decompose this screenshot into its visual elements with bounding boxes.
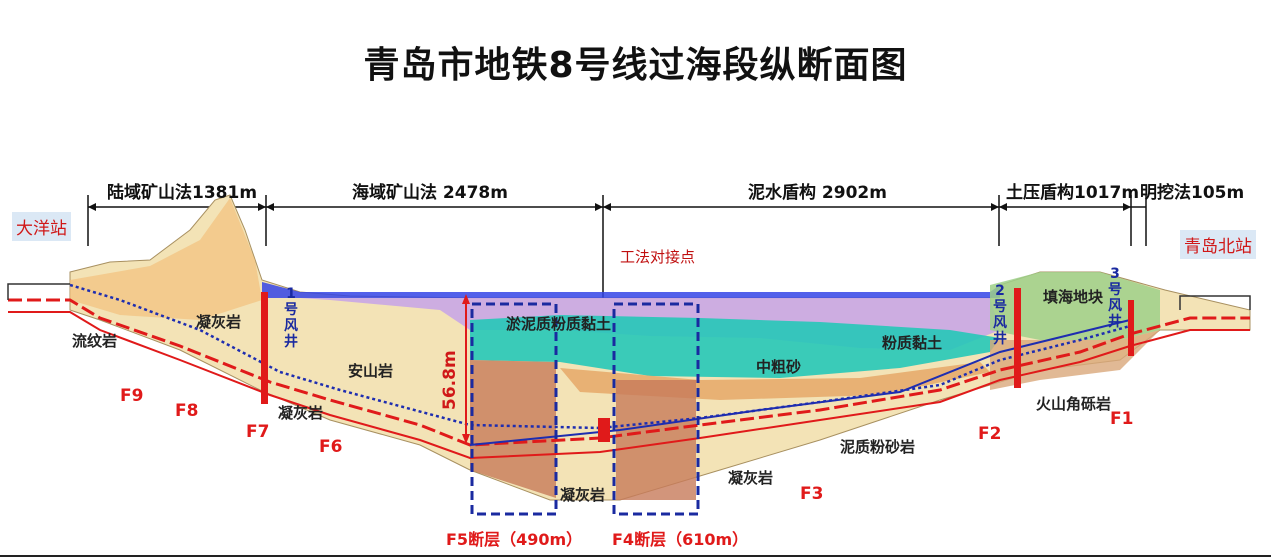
rock-label: 凝灰岩: [728, 469, 774, 487]
rock-label: 中粗砂: [756, 358, 802, 376]
rock-label: 凝灰岩: [278, 404, 324, 422]
fault-label-f2: F2: [978, 424, 1002, 444]
segment-label-open-cut: 明挖法105m: [1140, 183, 1245, 203]
rock-label: 凝灰岩: [196, 313, 242, 331]
station-right: 青岛北站: [1180, 230, 1256, 259]
segment-label-slurry-shield: 泥水盾构 2902m: [748, 183, 887, 203]
segment-label-epb-shield: 土压盾构1017m: [1006, 183, 1140, 203]
fault-label-f6: F6: [319, 437, 343, 457]
diagram-title: 青岛市地铁8号线过海段纵断面图: [363, 45, 908, 86]
rock-label: 火山角砾岩: [1036, 395, 1112, 413]
depth-label: 56.8m: [440, 350, 460, 410]
rock-label: 粉质黏土: [882, 334, 943, 352]
fault-label-f4: F4断层（610m）: [612, 530, 749, 549]
rock-label: 填海地块: [1043, 288, 1104, 306]
junction-label: 工法对接点: [620, 248, 696, 266]
rock-label: 凝灰岩: [560, 486, 606, 504]
rock-label: 流纹岩: [72, 332, 118, 350]
rock-label: 安山岩: [348, 362, 394, 380]
fault-label-f1: F1: [1110, 409, 1134, 429]
segment-label-sea-mining: 海域矿山法 2478m: [352, 183, 508, 203]
rock-label: 泥质粉砂岩: [840, 438, 916, 456]
segment-label-land-mining: 陆域矿山法1381m: [107, 183, 258, 203]
fault-label-f3: F3: [800, 484, 824, 504]
fault-label-f5: F5断层（490m）: [446, 530, 583, 549]
fault-label-f7: F7: [246, 422, 270, 442]
rock-label: 淤泥质粉质黏土: [506, 315, 612, 333]
station-left: 大洋站: [12, 212, 71, 241]
fault-label-f8: F8: [175, 401, 199, 421]
fault-label-f9: F9: [120, 386, 144, 406]
